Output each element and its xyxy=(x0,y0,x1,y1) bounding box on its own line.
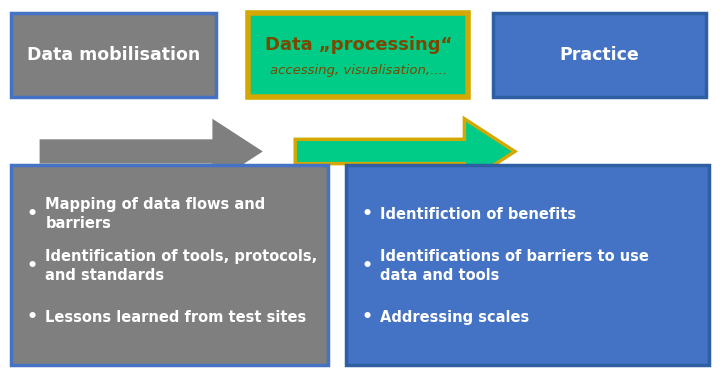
Text: •: • xyxy=(27,309,37,327)
Text: Data „processing“: Data „processing“ xyxy=(264,36,452,54)
Text: Mapping of data flows and
barriers: Mapping of data flows and barriers xyxy=(45,197,266,231)
Text: •: • xyxy=(27,257,37,275)
Text: Identifications of barriers to use
data and tools: Identifications of barriers to use data … xyxy=(380,249,649,283)
Polygon shape xyxy=(295,119,515,184)
FancyBboxPatch shape xyxy=(493,13,706,97)
Text: •: • xyxy=(361,257,372,275)
Text: Data mobilisation: Data mobilisation xyxy=(27,46,200,64)
Text: Identification of tools, protocols,
and standards: Identification of tools, protocols, and … xyxy=(45,249,318,283)
Text: Practice: Practice xyxy=(559,46,639,64)
Text: Addressing scales: Addressing scales xyxy=(380,310,529,325)
FancyBboxPatch shape xyxy=(11,165,328,365)
Polygon shape xyxy=(40,119,263,184)
FancyBboxPatch shape xyxy=(248,13,468,97)
FancyBboxPatch shape xyxy=(346,165,709,365)
Text: Identifiction of benefits: Identifiction of benefits xyxy=(380,206,576,221)
Text: •: • xyxy=(361,309,372,327)
Text: accessing, visualisation,....: accessing, visualisation,.... xyxy=(269,64,447,77)
Text: Lessons learned from test sites: Lessons learned from test sites xyxy=(45,310,307,325)
Text: •: • xyxy=(27,205,37,223)
FancyBboxPatch shape xyxy=(11,13,216,97)
Text: •: • xyxy=(361,205,372,223)
